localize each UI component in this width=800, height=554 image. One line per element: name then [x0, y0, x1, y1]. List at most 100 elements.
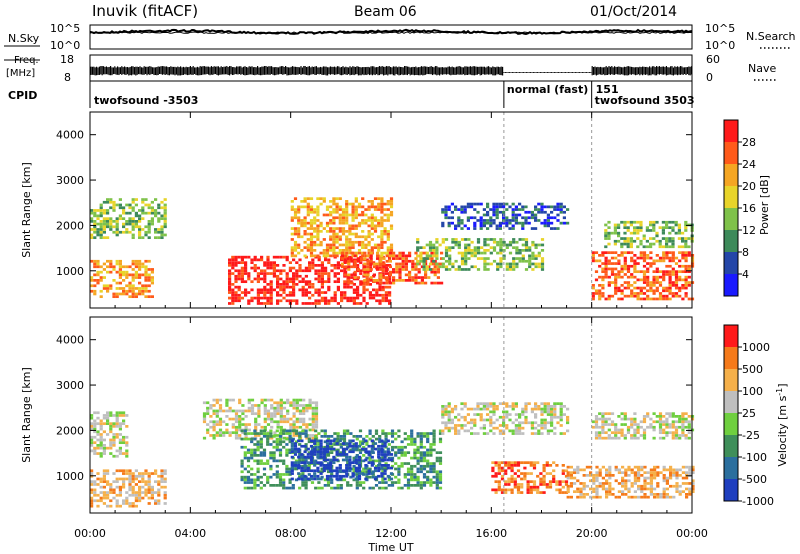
- echo-cell: [244, 288, 248, 292]
- echo-cell: [668, 245, 672, 249]
- echo-cell: [317, 443, 321, 446]
- echo-cell: [620, 251, 624, 255]
- echo-cell: [639, 297, 643, 301]
- echo-cell: [633, 465, 637, 469]
- echo-cell: [367, 219, 371, 222]
- echo-cell: [266, 417, 271, 421]
- echo-cell: [364, 466, 368, 470]
- echo-cell: [90, 435, 94, 439]
- echo-cell: [504, 464, 508, 467]
- echo-cell: [93, 214, 97, 218]
- echo-cell: [320, 261, 324, 265]
- echo-cell: [282, 288, 286, 292]
- echo-cell: [540, 210, 544, 214]
- echo-cell: [508, 243, 513, 247]
- echo-cell: [357, 213, 362, 217]
- echo-cell: [320, 266, 324, 270]
- echo-cell: [419, 470, 423, 474]
- echo-cell: [507, 477, 511, 481]
- echo-cell: [617, 262, 621, 265]
- echo-cell: [367, 444, 371, 448]
- echo-cell: [357, 458, 362, 462]
- echo-cell: [665, 487, 669, 491]
- echo-cell: [307, 437, 311, 441]
- echo-cell: [524, 221, 528, 225]
- echo-cell: [125, 230, 129, 234]
- echo-cell: [681, 231, 685, 235]
- echo-cell: [335, 466, 339, 470]
- echo-cell: [345, 200, 349, 203]
- echo-cell: [212, 398, 216, 402]
- echo-cell: [286, 412, 290, 416]
- echo-cell: [253, 277, 257, 281]
- echo-cell: [384, 462, 388, 465]
- echo-cell: [524, 418, 528, 422]
- echo-cell: [668, 270, 672, 274]
- echo-cell: [521, 410, 525, 414]
- echo-cell: [93, 284, 97, 288]
- echo-cell: [681, 256, 685, 260]
- echo-cell: [266, 443, 270, 446]
- echo-cell: [658, 431, 663, 435]
- echo-cell: [131, 292, 135, 296]
- echo-cell: [380, 208, 384, 211]
- echo-cell: [394, 481, 398, 484]
- echo-cell: [339, 435, 343, 438]
- echo-cell: [438, 265, 442, 269]
- echo-cell: [489, 424, 493, 427]
- echo-cell: [372, 288, 376, 292]
- echo-cell: [684, 270, 688, 274]
- echo-cell: [492, 259, 497, 263]
- echo-cell: [345, 469, 349, 473]
- echo-cell: [350, 276, 354, 279]
- echo-cell: [290, 444, 294, 448]
- echo-cell: [539, 491, 543, 494]
- echo-cell: [546, 224, 550, 228]
- echo-cell: [141, 477, 145, 481]
- echo-cell: [335, 238, 339, 241]
- echo-cell: [513, 480, 517, 484]
- echo-cell: [419, 443, 423, 446]
- echo-cell: [447, 205, 451, 209]
- echo-cell: [93, 499, 97, 503]
- echo-cell: [290, 238, 294, 241]
- echo-cell: [309, 458, 314, 462]
- echo-cell: [674, 284, 679, 287]
- echo-cell: [450, 410, 454, 414]
- echo-cell: [435, 481, 439, 484]
- echo-cell: [658, 259, 663, 263]
- colorbar-swatch: [724, 369, 738, 391]
- echo-cell: [336, 288, 340, 292]
- echo-cell: [380, 202, 384, 206]
- echo-cell: [491, 461, 495, 465]
- echo-cell: [550, 413, 554, 416]
- echo-cell: [380, 205, 384, 209]
- echo-cell: [444, 238, 449, 241]
- echo-cell: [141, 485, 145, 489]
- echo-cell: [564, 480, 569, 484]
- echo-cell: [518, 429, 522, 433]
- echo-cell: [335, 205, 339, 209]
- echo-cell: [662, 487, 666, 491]
- echo-cell: [413, 478, 417, 482]
- echo-cell: [163, 222, 167, 226]
- echo-cell: [374, 432, 379, 435]
- echo-cell: [368, 486, 372, 490]
- echo-cell: [505, 208, 509, 211]
- echo-cell: [652, 425, 656, 429]
- echo-cell: [621, 482, 625, 485]
- echo-cell: [370, 450, 374, 454]
- echo-cell: [90, 414, 94, 417]
- echo-cell: [384, 435, 388, 438]
- ytick-label: 1000: [56, 470, 84, 483]
- echo-cell: [357, 243, 362, 247]
- echo-cell: [320, 486, 324, 490]
- echo-cell: [573, 471, 577, 475]
- echo-cell: [338, 469, 342, 473]
- echo-cell: [125, 441, 129, 445]
- echo-cell: [93, 279, 97, 282]
- echo-cell: [276, 423, 280, 426]
- echo-cell: [134, 262, 138, 266]
- echo-cell: [154, 236, 158, 240]
- echo-cell: [556, 202, 560, 206]
